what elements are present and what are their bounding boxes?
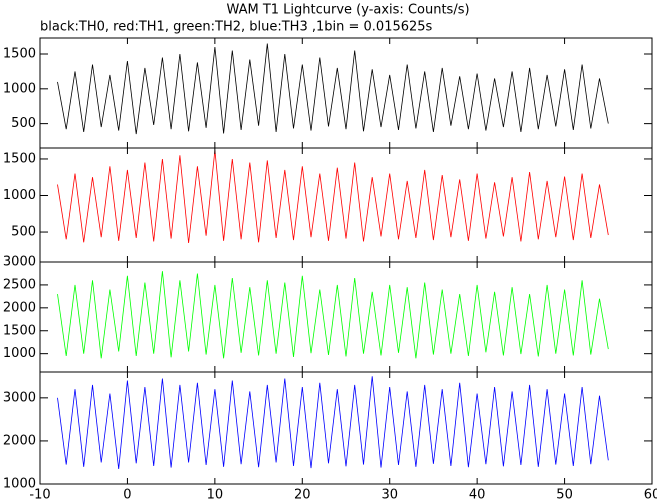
y-tick-label: 1000 [3,477,36,492]
y-tick-label: 500 [11,225,36,240]
x-tick-label: 10 [207,488,224,503]
y-tick-label: 1500 [3,151,36,166]
y-tick-label: 1500 [3,323,36,338]
x-tick-label: 60 [644,488,657,503]
y-tick-label: 1500 [3,47,36,62]
light-curve [57,150,609,244]
y-tick-label: 500 [11,116,36,131]
chart-title: WAM T1 Lightcurve (y-axis: Counts/s) [226,3,469,18]
light-curve [57,376,609,469]
x-tick-label: 0 [123,488,131,503]
y-tick-label: 1000 [3,188,36,203]
light-curve [57,271,609,359]
x-tick-label: 20 [294,488,311,503]
panel-frame [39,371,653,485]
y-tick-label: 2000 [3,433,36,448]
x-tick-label: 30 [381,488,398,503]
y-tick-label: 3000 [3,390,36,405]
x-tick-label: 50 [556,488,573,503]
y-tick-label: 2500 [3,277,36,292]
chart-subtitle: black:TH0, red:TH1, green:TH2, blue:TH3 … [40,20,433,35]
light-curve [57,43,609,135]
y-tick-label: 3000 [3,255,36,270]
y-tick-label: 1000 [3,81,36,96]
panel-frame [39,37,653,149]
y-tick-label: 2000 [3,300,36,315]
y-tick-label: 1000 [3,346,36,361]
x-tick-label: -10 [29,488,50,503]
x-tick-label: 40 [469,488,486,503]
